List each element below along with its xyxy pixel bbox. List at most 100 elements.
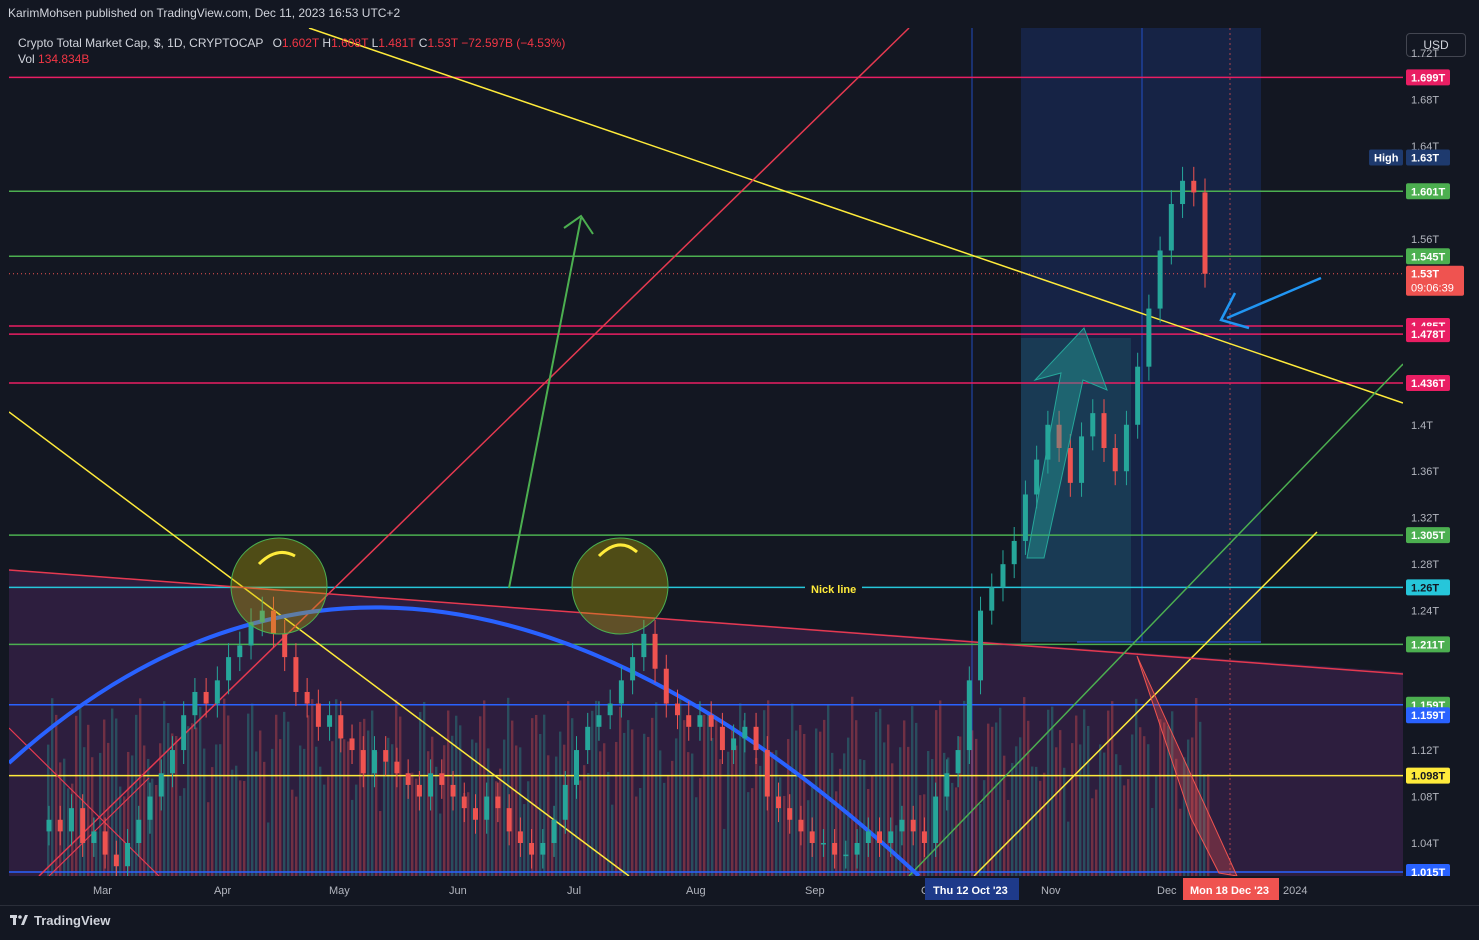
- volume-bar: [367, 730, 370, 876]
- red-trendline-falling: [9, 569, 1403, 675]
- volume-bar: [291, 789, 294, 876]
- volume-bar: [1075, 715, 1078, 876]
- volume-bar: [275, 714, 278, 876]
- footer-bar: [0, 905, 1479, 940]
- legend-open-label: O: [272, 36, 282, 50]
- price-axis[interactable]: 1.04T1.08T1.12T1.16T1.21T1.24T1.28T1.32T…: [1403, 28, 1479, 876]
- volume-bar: [583, 765, 586, 876]
- price-level-badge-bg: [1406, 183, 1450, 200]
- volume-bar: [435, 766, 438, 876]
- tradingview-logo[interactable]: TradingView: [10, 913, 110, 928]
- volume-bar: [1079, 744, 1082, 876]
- volume-bar: [871, 775, 874, 876]
- volume-bar: [907, 746, 910, 876]
- volume-bar: [179, 795, 182, 876]
- candle-body: [899, 819, 905, 832]
- candle-body: [282, 633, 288, 658]
- volume-bar: [983, 780, 986, 876]
- volume-bar: [915, 722, 918, 876]
- volume-bar: [255, 751, 258, 876]
- candle-body: [585, 726, 591, 751]
- volume-bar: [331, 741, 334, 876]
- volume-bar: [363, 718, 366, 876]
- candle-body: [719, 726, 725, 751]
- chart-area[interactable]: High Nick line: [9, 28, 1403, 876]
- volume-bar: [227, 715, 230, 876]
- price-level-badge: 1.478T: [1411, 329, 1446, 341]
- candle-body: [686, 715, 692, 727]
- volume-bar: [491, 774, 494, 876]
- chart-svg[interactable]: High: [9, 28, 1403, 876]
- candle-body: [327, 715, 333, 727]
- volume-bar: [67, 788, 70, 876]
- volume-bar: [159, 743, 162, 876]
- volume-bar: [1163, 722, 1166, 876]
- volume-bar: [919, 795, 922, 876]
- volume-bar: [75, 715, 78, 876]
- volume-bar: [771, 751, 774, 876]
- volume-bar: [511, 720, 514, 876]
- yellow-trendline-lower: [9, 411, 630, 876]
- highlight-circle-apr: [230, 537, 328, 635]
- volume-bar: [567, 701, 570, 876]
- legend-close-label: C: [418, 36, 428, 50]
- candle-body: [573, 750, 579, 785]
- volume-bar: [279, 739, 282, 876]
- volume-bar: [683, 720, 686, 876]
- candle-body: [933, 796, 939, 843]
- volume-bar: [879, 708, 882, 876]
- candle-body: [506, 808, 512, 832]
- volume-bar: [911, 706, 914, 876]
- volume-bar: [359, 721, 362, 876]
- candle-body: [1067, 448, 1073, 483]
- volume-bar: [799, 724, 802, 876]
- volume-bar: [815, 728, 818, 876]
- volume-bar: [631, 729, 634, 876]
- volume-bar: [251, 703, 254, 876]
- volume-bar: [1011, 762, 1014, 876]
- volume-bar: [611, 804, 614, 876]
- volume-bar: [591, 710, 594, 876]
- tradingview-logo-icon: [10, 914, 28, 925]
- high-value-badge: 1.63T: [1411, 153, 1439, 165]
- volume-bar: [1203, 774, 1206, 876]
- candle-body: [843, 854, 849, 857]
- volume-bar: [1107, 710, 1110, 876]
- candle-body: [214, 680, 220, 704]
- time-axis[interactable]: MarAprMayJunJulAugSepOctNovDec2024Thu 12…: [9, 876, 1403, 904]
- background-zones: [9, 28, 1403, 876]
- price-tick-label: 1.4T: [1411, 420, 1433, 432]
- date-range-box: [1021, 28, 1261, 642]
- price-tick-label: 1.32T: [1411, 513, 1439, 525]
- volume-bar: [223, 698, 226, 876]
- candle-body: [596, 715, 602, 727]
- volume-bar: [731, 725, 734, 876]
- volume-bar: [735, 745, 738, 876]
- volume-bar: [519, 747, 522, 876]
- price-tick-label: 1.72T: [1411, 48, 1439, 60]
- legend-close-value: 1.53T: [427, 36, 458, 50]
- candle-body: [652, 633, 658, 669]
- legend-row-volume: Vol 134.834B: [18, 51, 565, 67]
- volume-bar: [47, 744, 50, 876]
- volume-bar: [831, 752, 834, 876]
- volume-bar: [215, 744, 218, 876]
- volume-bar: [1183, 757, 1186, 876]
- price-level-badge-bg: [1406, 374, 1450, 391]
- volume-bar: [163, 701, 166, 876]
- volume-bar: [763, 710, 766, 876]
- volume-bar: [167, 723, 170, 876]
- price-level-badge: 1.436T: [1411, 378, 1446, 390]
- volume-bar: [711, 737, 714, 876]
- currency-button[interactable]: USD: [1406, 33, 1466, 57]
- volume-bar: [391, 744, 394, 876]
- volume-bar: [783, 795, 786, 876]
- volume-bar: [459, 725, 462, 876]
- volume-bar: [1159, 719, 1162, 876]
- candle-body: [607, 703, 613, 716]
- volume-bar: [751, 788, 754, 876]
- price-level-badge-bg: [1406, 248, 1450, 265]
- volume-bar: [1167, 725, 1170, 876]
- nick-line-label: Nick line: [805, 584, 863, 596]
- volume-bar: [827, 704, 830, 876]
